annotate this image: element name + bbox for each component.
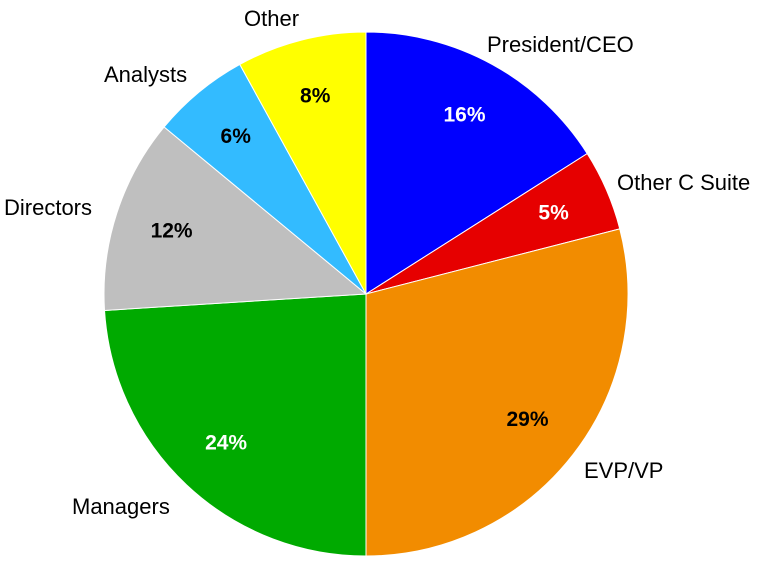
pie-slice-evp-vp	[365, 228, 629, 557]
slice-label-managers: Managers	[72, 494, 170, 519]
slice-label-analysts: Analysts	[104, 62, 187, 87]
pie-slice-directors	[103, 126, 368, 311]
slice-label-president-ceo: President/CEO	[487, 32, 634, 57]
pie-slice-other	[239, 31, 367, 295]
pie-slice-president-ceo	[365, 31, 588, 295]
slice-label-evp-vp: EVP/VP	[584, 458, 663, 483]
pie-value-label-other-c-suite: 5%	[538, 201, 569, 224]
pie-value-label-president-ceo: 16%	[443, 103, 485, 126]
slice-label-other-c-suite: Other C Suite	[617, 170, 750, 195]
pie-value-label-evp-vp: 29%	[506, 408, 548, 431]
pie-value-label-directors: 12%	[151, 219, 193, 242]
slice-label-directors: Directors	[4, 195, 92, 220]
pie-value-label-other: 8%	[300, 85, 331, 108]
pie-value-labels: 16% 5% 29% 24% 12% 6% 8%	[151, 85, 570, 455]
pie-value-label-managers: 24%	[205, 432, 247, 455]
pie-value-label-analysts: 6%	[221, 125, 252, 148]
pie-slices	[103, 31, 629, 557]
pie-slice-managers	[103, 293, 367, 557]
slice-label-other: Other	[244, 6, 299, 31]
